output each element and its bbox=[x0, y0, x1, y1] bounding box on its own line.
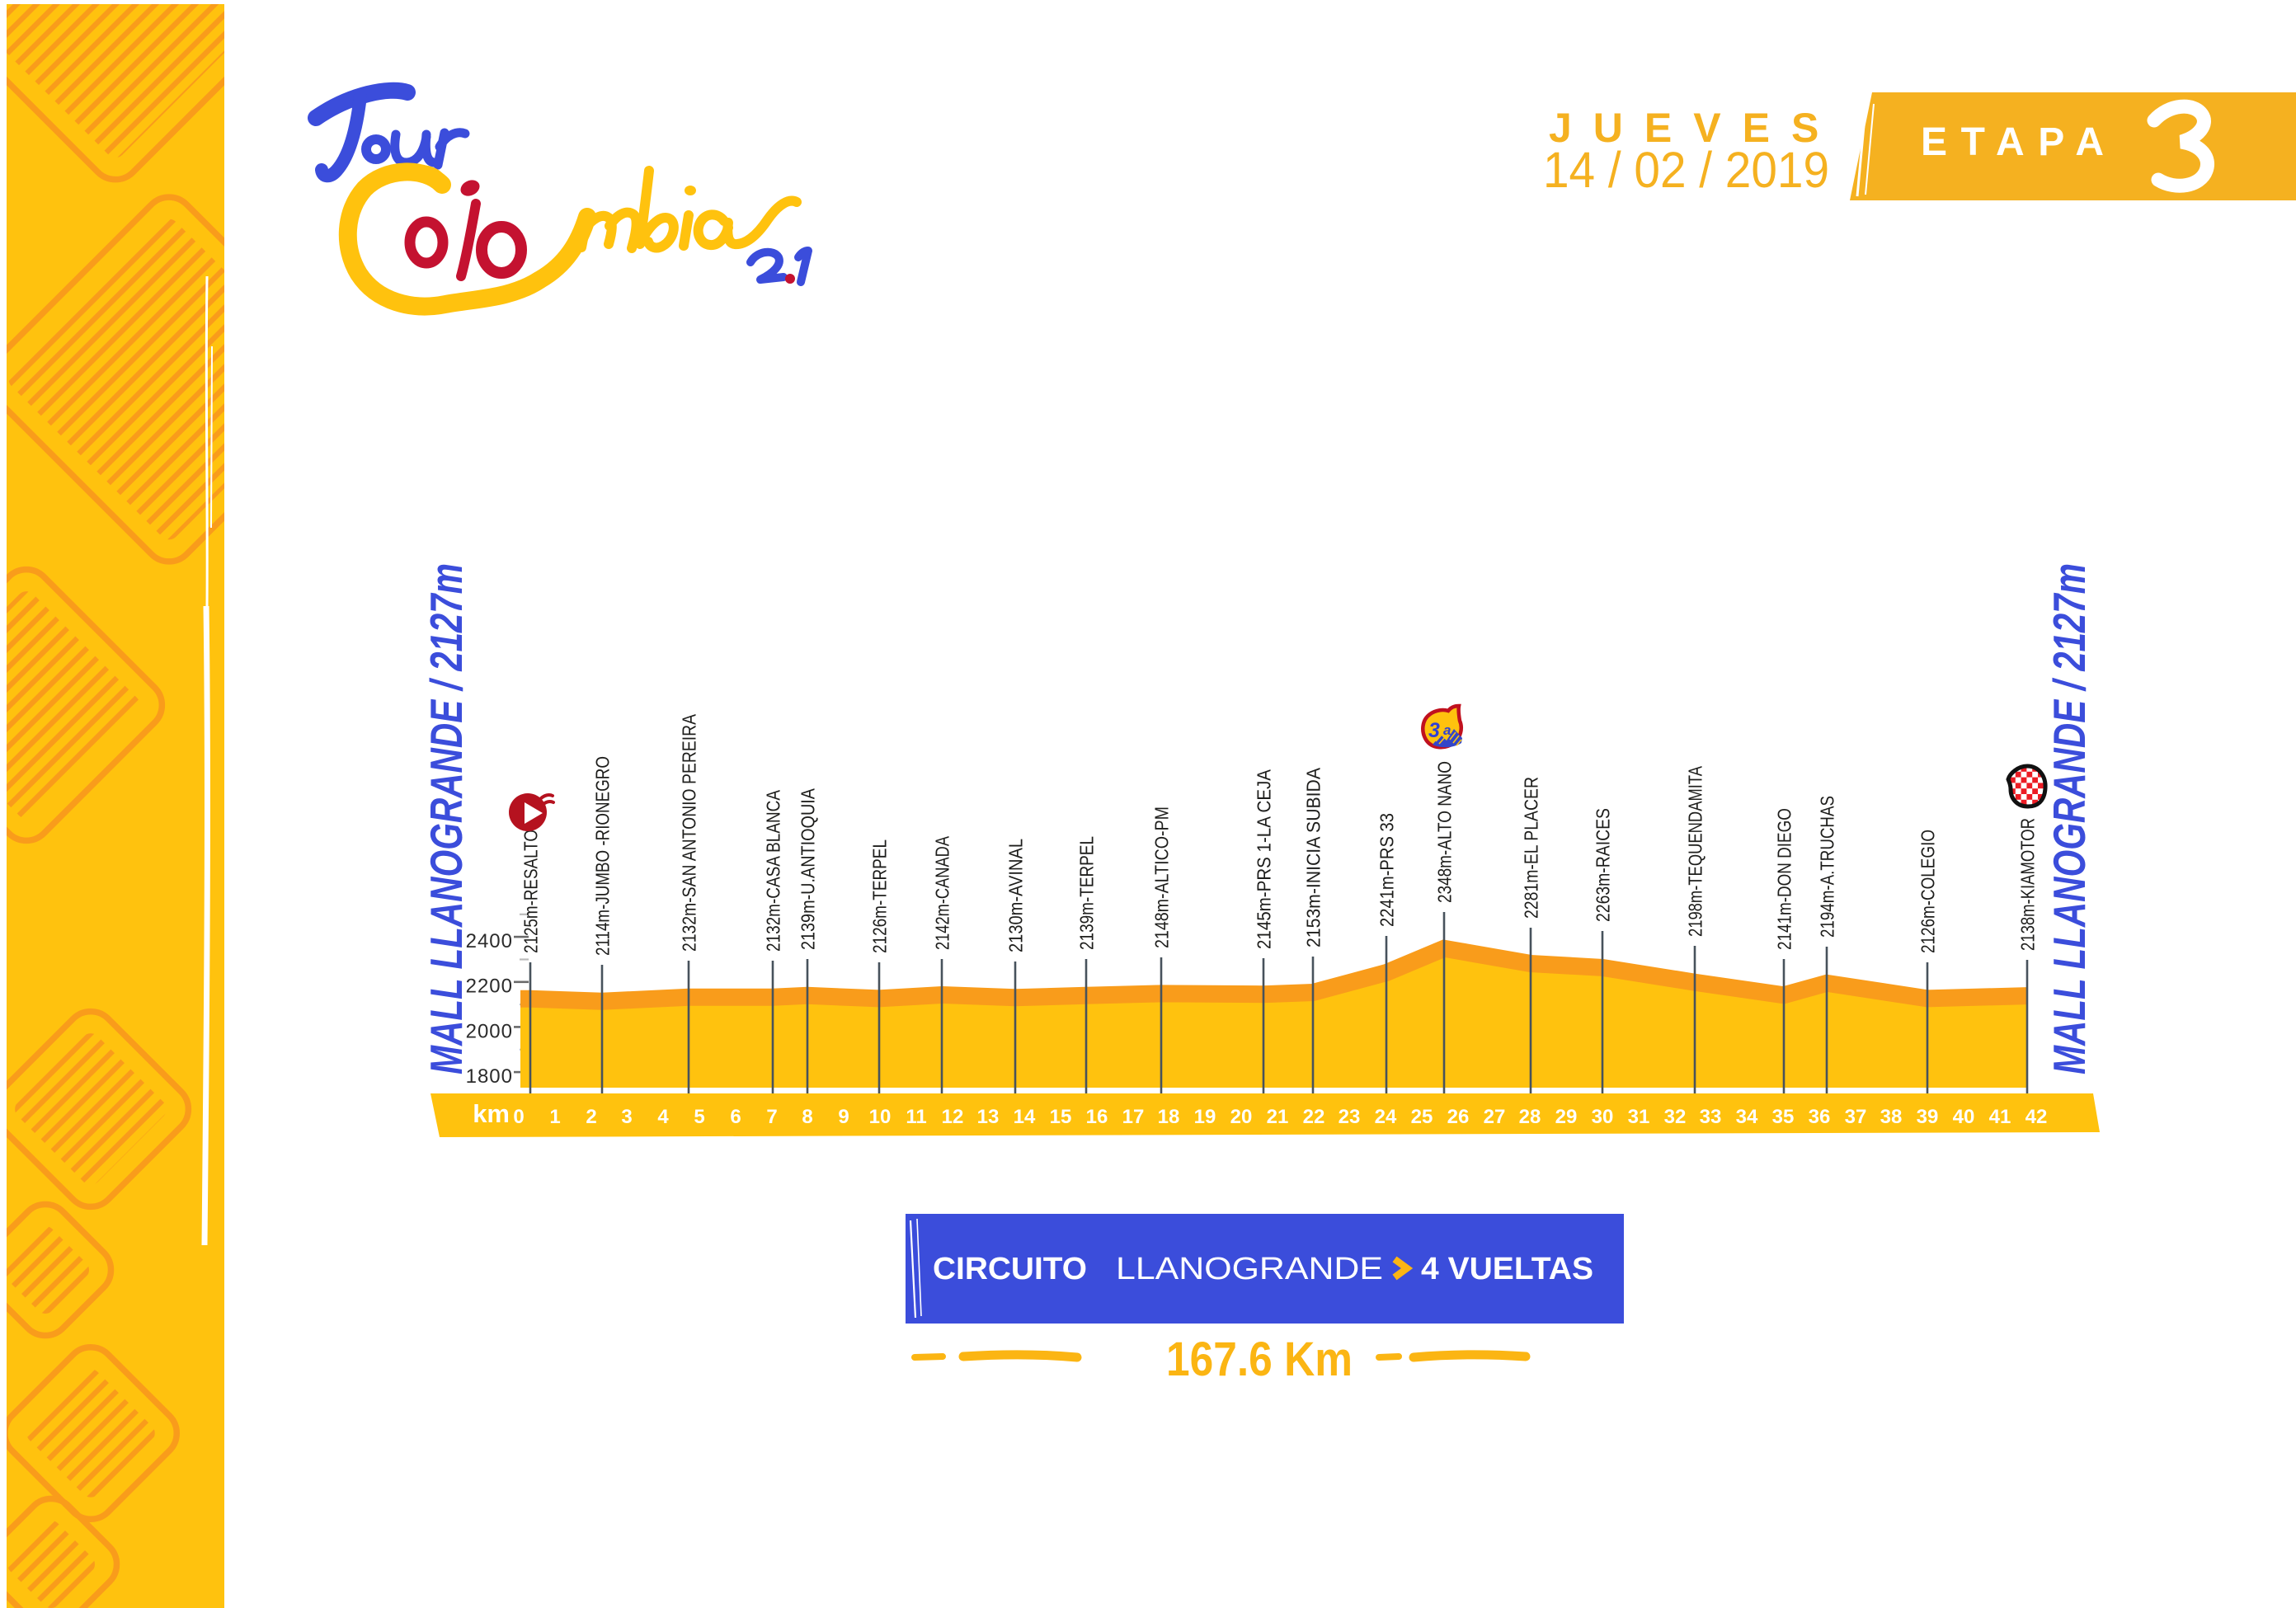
svg-text:41: 41 bbox=[1989, 1106, 2011, 1128]
svg-text:27: 27 bbox=[1484, 1106, 1506, 1128]
svg-text:39: 39 bbox=[1917, 1106, 1939, 1128]
svg-text:2139m-U.ANTIOQUIA: 2139m-U.ANTIOQUIA bbox=[797, 788, 819, 950]
svg-text:2114m-JUMBO -RIONEGRO: 2114m-JUMBO -RIONEGRO bbox=[592, 756, 614, 956]
svg-text:2125m-RESALTO: 2125m-RESALTO bbox=[520, 830, 542, 953]
svg-text:3: 3 bbox=[621, 1106, 632, 1128]
svg-text:34: 34 bbox=[1736, 1106, 1758, 1128]
svg-text:17: 17 bbox=[1122, 1106, 1145, 1128]
svg-text:28: 28 bbox=[1519, 1106, 1541, 1128]
svg-text:26: 26 bbox=[1447, 1106, 1470, 1128]
svg-text:3: 3 bbox=[1428, 719, 1440, 742]
svg-text:2263m-RAICES: 2263m-RAICES bbox=[1593, 808, 1614, 922]
svg-text:2145m-PRS 1-LA CEJA: 2145m-PRS 1-LA CEJA bbox=[1254, 769, 1275, 949]
svg-text:2142m-CANADA: 2142m-CANADA bbox=[932, 836, 953, 950]
svg-text:1: 1 bbox=[549, 1106, 560, 1128]
svg-text:2400: 2400 bbox=[466, 930, 513, 952]
svg-text:36: 36 bbox=[1809, 1106, 1831, 1128]
svg-text:14 / 02 / 2019: 14 / 02 / 2019 bbox=[1543, 142, 1829, 198]
svg-text:2126m-TERPEL: 2126m-TERPEL bbox=[869, 839, 891, 953]
svg-text:35: 35 bbox=[1772, 1106, 1795, 1128]
svg-text:4 VUELTAS: 4 VUELTAS bbox=[1421, 1252, 1593, 1286]
svg-text:2126m-COLEGIO: 2126m-COLEGIO bbox=[1917, 830, 1939, 953]
svg-text:20: 20 bbox=[1230, 1106, 1253, 1128]
svg-text:7: 7 bbox=[766, 1106, 777, 1128]
svg-text:29: 29 bbox=[1555, 1106, 1578, 1128]
svg-text:LLANOGRANDE: LLANOGRANDE bbox=[1116, 1252, 1383, 1286]
svg-text:21: 21 bbox=[1267, 1106, 1289, 1128]
svg-text:13: 13 bbox=[977, 1106, 1000, 1128]
svg-text:23: 23 bbox=[1339, 1106, 1361, 1128]
svg-text:2348m-ALTO NANO: 2348m-ALTO NANO bbox=[1434, 761, 1456, 903]
svg-text:10: 10 bbox=[869, 1106, 892, 1128]
svg-text:2139m-TERPEL: 2139m-TERPEL bbox=[1076, 836, 1098, 950]
svg-text:4: 4 bbox=[657, 1106, 669, 1128]
svg-text:2148m-ALTICO-PM: 2148m-ALTICO-PM bbox=[1151, 806, 1173, 948]
svg-text:11: 11 bbox=[906, 1106, 926, 1128]
svg-text:37: 37 bbox=[1845, 1106, 1867, 1128]
svg-text:ETAPA: ETAPA bbox=[1921, 120, 2109, 164]
svg-text:22: 22 bbox=[1303, 1106, 1325, 1128]
svg-text:12: 12 bbox=[942, 1106, 964, 1128]
svg-text:15: 15 bbox=[1050, 1106, 1072, 1128]
svg-text:5: 5 bbox=[694, 1106, 704, 1128]
svg-text:MALL LLANOGRANDE / 2127m: MALL LLANOGRANDE / 2127m bbox=[421, 563, 472, 1074]
svg-text:16: 16 bbox=[1086, 1106, 1108, 1128]
svg-text:2132m-SAN ANTONIO PEREIRA: 2132m-SAN ANTONIO PEREIRA bbox=[679, 714, 700, 952]
svg-text:2141m-DON DIEGO: 2141m-DON DIEGO bbox=[1774, 808, 1795, 950]
svg-text:1800: 1800 bbox=[466, 1065, 513, 1088]
svg-text:31: 31 bbox=[1628, 1106, 1650, 1128]
svg-text:MALL LLANOGRANDE / 2127m: MALL LLANOGRANDE / 2127m bbox=[2044, 563, 2095, 1074]
svg-text:km: km bbox=[473, 1099, 510, 1128]
svg-text:2281m-EL PLACER: 2281m-EL PLACER bbox=[1521, 777, 1542, 919]
svg-text:2200: 2200 bbox=[466, 976, 513, 998]
svg-text:9: 9 bbox=[838, 1106, 849, 1128]
svg-text:2: 2 bbox=[586, 1106, 596, 1128]
svg-text:2130m-AVINAL: 2130m-AVINAL bbox=[1005, 839, 1027, 952]
svg-text:2153m-INICIA SUBIDA: 2153m-INICIA SUBIDA bbox=[1303, 768, 1324, 947]
svg-text:0: 0 bbox=[513, 1106, 524, 1128]
svg-text:32: 32 bbox=[1664, 1106, 1687, 1128]
svg-text:19: 19 bbox=[1194, 1106, 1216, 1128]
svg-text:38: 38 bbox=[1880, 1106, 1903, 1128]
svg-text:2000: 2000 bbox=[466, 1020, 513, 1042]
svg-text:24: 24 bbox=[1375, 1106, 1397, 1128]
svg-text:a: a bbox=[1443, 722, 1451, 738]
svg-text:2198m-TEQUENDAMITA: 2198m-TEQUENDAMITA bbox=[1685, 766, 1706, 937]
svg-text:42: 42 bbox=[2025, 1106, 2048, 1128]
svg-text:40: 40 bbox=[1953, 1106, 1975, 1128]
svg-text:33: 33 bbox=[1700, 1106, 1722, 1128]
svg-text:8: 8 bbox=[802, 1106, 812, 1128]
svg-text:25: 25 bbox=[1411, 1106, 1433, 1128]
svg-text:2132m-CASA BLANCA: 2132m-CASA BLANCA bbox=[763, 790, 784, 952]
svg-text:6: 6 bbox=[730, 1106, 741, 1128]
svg-text:167.6 Km: 167.6 Km bbox=[1166, 1333, 1353, 1386]
svg-text:30: 30 bbox=[1592, 1106, 1614, 1128]
svg-text:18: 18 bbox=[1158, 1106, 1180, 1128]
svg-text:14: 14 bbox=[1014, 1106, 1036, 1128]
svg-text:2194m-A.TRUCHAS: 2194m-A.TRUCHAS bbox=[1817, 796, 1838, 938]
svg-text:2138m-KIAMOTOR: 2138m-KIAMOTOR bbox=[2017, 818, 2039, 951]
svg-text:CIRCUITO: CIRCUITO bbox=[933, 1252, 1087, 1286]
svg-text:JUEVES: JUEVES bbox=[1549, 105, 1840, 151]
svg-text:2241m-PRS 33: 2241m-PRS 33 bbox=[1376, 813, 1398, 927]
